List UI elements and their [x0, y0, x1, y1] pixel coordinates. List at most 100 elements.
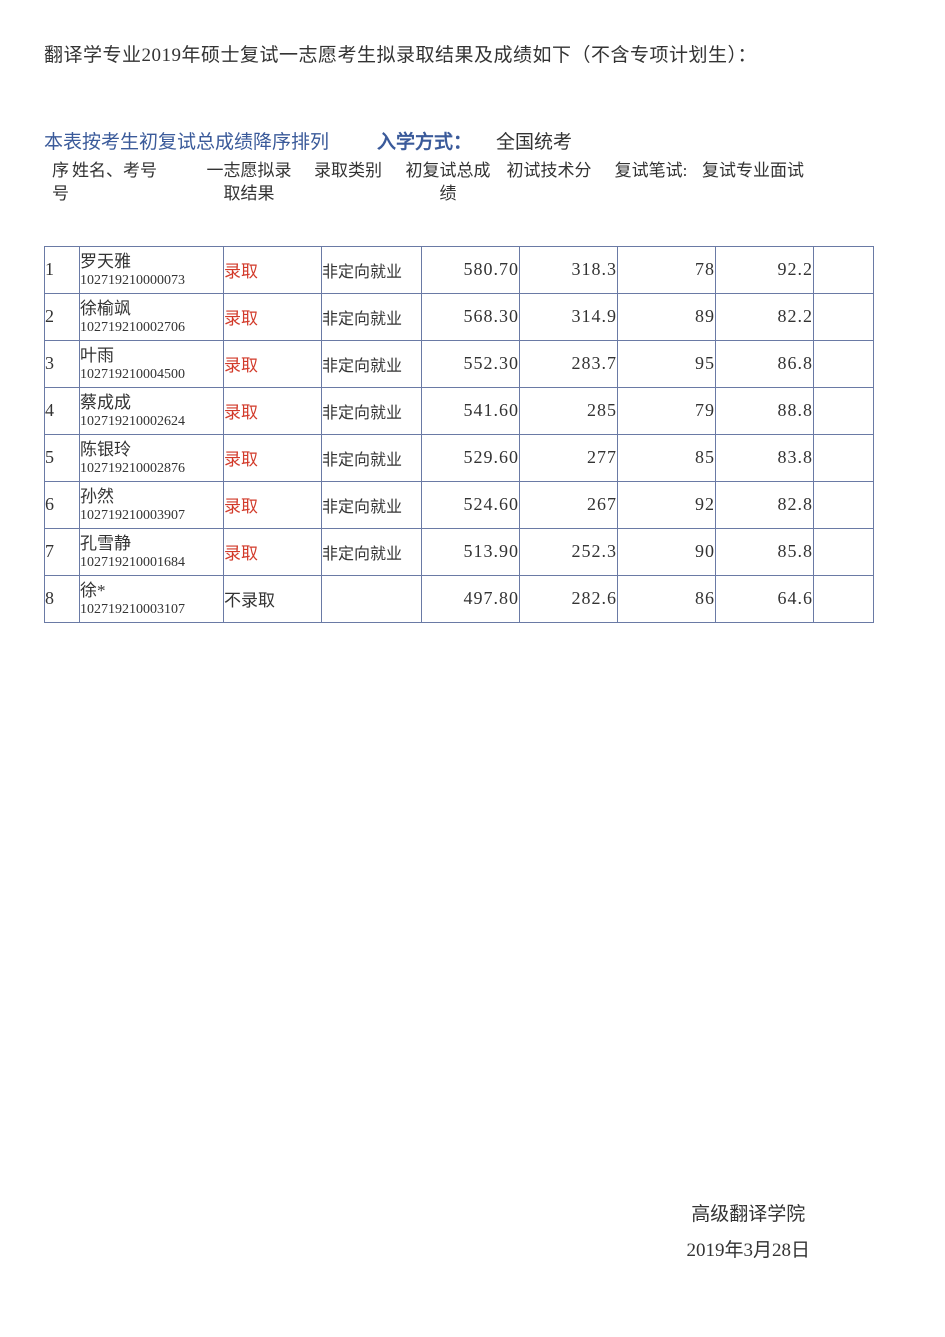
- cell-seq: 8: [45, 575, 80, 622]
- cell-category: 非定向就业: [322, 434, 422, 481]
- header-total: 初复试总成绩: [398, 160, 498, 206]
- cell-seq: 6: [45, 481, 80, 528]
- entry-mode-value: 全国统考: [496, 127, 572, 154]
- cell-result: 录取: [224, 293, 322, 340]
- candidate-id: 102719210001684: [80, 554, 223, 572]
- header-written: 复试笔试:: [600, 160, 702, 206]
- cell-name: 陈银玲102719210002876: [80, 434, 224, 481]
- cell-written: 86: [618, 575, 716, 622]
- candidate-id: 102719210003107: [80, 601, 223, 619]
- header-name: 姓名、考号: [72, 160, 200, 206]
- cell-name: 徐*102719210003107: [80, 575, 224, 622]
- cell-seq: 2: [45, 293, 80, 340]
- cell-category: 非定向就业: [322, 528, 422, 575]
- result-label: 录取: [224, 544, 258, 563]
- cell-total: 497.80: [422, 575, 520, 622]
- table-row: 5陈银玲102719210002876录取非定向就业529.602778583.…: [45, 434, 874, 481]
- cell-result: 录取: [224, 246, 322, 293]
- cell-blank: [814, 481, 874, 528]
- candidate-id: 102719210003907: [80, 507, 223, 525]
- cell-interview: 64.6: [716, 575, 814, 622]
- cell-category: 非定向就业: [322, 387, 422, 434]
- cell-category: [322, 575, 422, 622]
- cell-tech: 283.7: [520, 340, 618, 387]
- footer: 高级翻译学院 2019年3月28日: [686, 1197, 810, 1269]
- cell-tech: 277: [520, 434, 618, 481]
- cell-name: 孙然102719210003907: [80, 481, 224, 528]
- cell-written: 85: [618, 434, 716, 481]
- cell-written: 92: [618, 481, 716, 528]
- sort-note-row: 本表按考生初复试总成绩降序排列 入学方式： 全国统考: [0, 67, 945, 154]
- result-label: 录取: [224, 309, 258, 328]
- cell-category: 非定向就业: [322, 246, 422, 293]
- table-row: 4蔡成成102719210002624录取非定向就业541.602857988.…: [45, 387, 874, 434]
- cell-result: 录取: [224, 481, 322, 528]
- candidate-name: 孔雪静: [80, 534, 131, 553]
- cell-blank: [814, 387, 874, 434]
- cell-result: 录取: [224, 528, 322, 575]
- result-label: 录取: [224, 403, 258, 422]
- cell-blank: [814, 575, 874, 622]
- cell-written: 90: [618, 528, 716, 575]
- cell-tech: 267: [520, 481, 618, 528]
- cell-interview: 86.8: [716, 340, 814, 387]
- header-category: 录取类别: [298, 160, 398, 206]
- cell-result: 录取: [224, 434, 322, 481]
- table-row: 7孔雪静102719210001684录取 非定向就业513.90252.3908…: [45, 528, 874, 575]
- cell-total: 580.70: [422, 246, 520, 293]
- cell-blank: [814, 340, 874, 387]
- table-row: 8徐*102719210003107不录取 497.80282.68664.6: [45, 575, 874, 622]
- result-label: 录取: [224, 262, 258, 281]
- candidate-id: 102719210002624: [80, 413, 223, 431]
- cell-seq: 4: [45, 387, 80, 434]
- cell-total: 552.30: [422, 340, 520, 387]
- header-result: 一志愿拟录取结果: [200, 160, 298, 206]
- result-label: 不录取: [224, 591, 275, 610]
- page-title: 翻译学专业2019年硕士复试一志愿考生拟录取结果及成绩如下（不含专项计划生）：: [0, 0, 945, 67]
- header-seq: 序号: [0, 160, 72, 206]
- cell-interview: 85.8: [716, 528, 814, 575]
- cell-total: 568.30: [422, 293, 520, 340]
- cell-total: 524.60: [422, 481, 520, 528]
- cell-seq: 1: [45, 246, 80, 293]
- footer-date: 2019年3月28日: [686, 1233, 810, 1269]
- cell-blank: [814, 434, 874, 481]
- cell-interview: 92.2: [716, 246, 814, 293]
- results-table: 1罗天雅102719210000073录取非定向就业580.70318.3789…: [44, 246, 874, 623]
- cell-total: 513.90: [422, 528, 520, 575]
- table-row: 1罗天雅102719210000073录取非定向就业580.70318.3789…: [45, 246, 874, 293]
- cell-interview: 83.8: [716, 434, 814, 481]
- cell-seq: 5: [45, 434, 80, 481]
- cell-result: 录取: [224, 387, 322, 434]
- sort-note: 本表按考生初复试总成绩降序排列: [44, 127, 329, 154]
- candidate-name: 叶雨: [80, 346, 114, 365]
- cell-interview: 88.8: [716, 387, 814, 434]
- cell-result: 录取: [224, 340, 322, 387]
- cell-tech: 285: [520, 387, 618, 434]
- table-row: 3叶雨102719210004500录取非定向就业552.30283.79586…: [45, 340, 874, 387]
- header-tech: 初试技术分: [498, 160, 600, 206]
- candidate-id: 102719210002876: [80, 460, 223, 478]
- cell-blank: [814, 246, 874, 293]
- candidate-name: 孙然: [80, 487, 114, 506]
- candidate-id: 102719210000073: [80, 272, 223, 290]
- cell-tech: 282.6: [520, 575, 618, 622]
- candidate-id: 102719210002706: [80, 319, 223, 337]
- cell-seq: 7: [45, 528, 80, 575]
- cell-blank: [814, 293, 874, 340]
- cell-result: 不录取: [224, 575, 322, 622]
- cell-total: 541.60: [422, 387, 520, 434]
- cell-interview: 82.8: [716, 481, 814, 528]
- cell-written: 95: [618, 340, 716, 387]
- footer-department: 高级翻译学院: [686, 1197, 810, 1233]
- cell-tech: 252.3: [520, 528, 618, 575]
- result-label: 录取: [224, 450, 258, 469]
- table-header-row: 序号 姓名、考号 一志愿拟录取结果 录取类别 初复试总成绩 初试技术分 复试笔试…: [0, 154, 945, 206]
- candidate-name: 徐*: [80, 581, 106, 600]
- candidate-name: 蔡成成: [80, 393, 131, 412]
- result-label: 录取: [224, 497, 258, 516]
- cell-name: 蔡成成102719210002624: [80, 387, 224, 434]
- cell-category: 非定向就业: [322, 481, 422, 528]
- result-label: 录取: [224, 356, 258, 375]
- entry-mode-label: 入学方式：: [377, 127, 472, 154]
